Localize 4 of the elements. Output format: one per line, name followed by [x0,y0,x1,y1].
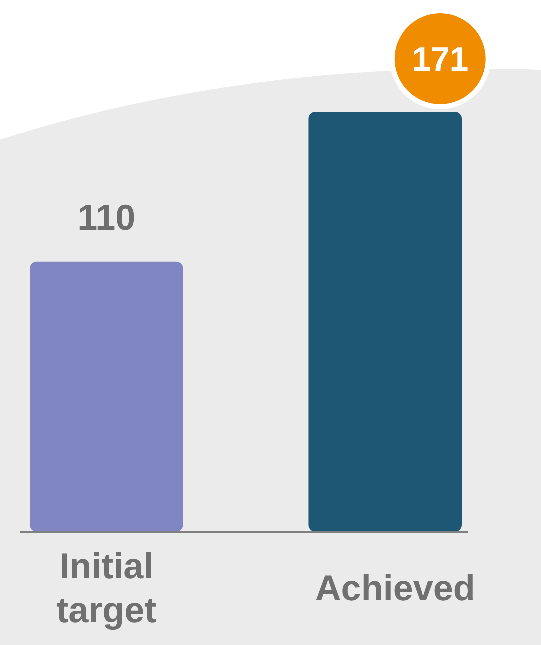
x-tick-label: Achieved [315,568,476,609]
x-tick-label: Initial target [56,546,157,631]
data-label: 171 [412,40,469,79]
data-label: 110 [78,196,136,238]
